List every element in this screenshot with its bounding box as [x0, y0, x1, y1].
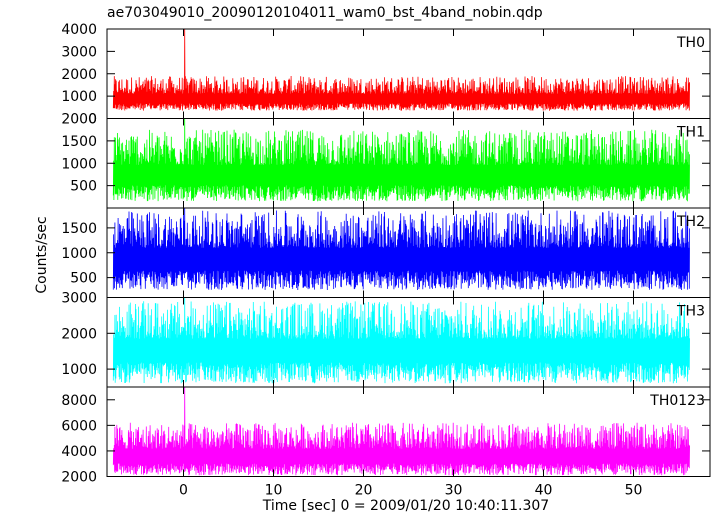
x-tick-label: 50 — [625, 483, 643, 499]
x-tick-label: 30 — [445, 483, 463, 499]
panel-label-th1: TH1 — [676, 125, 705, 141]
y-tick-label: 2000 — [61, 112, 97, 128]
x-tick-label: 20 — [355, 483, 373, 499]
y-axis-label: Counts/sec — [34, 216, 50, 293]
panel-label-th0: TH0 — [676, 35, 705, 51]
y-tick-label: 2000 — [61, 470, 97, 486]
series-line-th0123 — [112, 386, 690, 476]
x-tick-label: 40 — [535, 483, 553, 499]
series-line-th0 — [112, 28, 690, 111]
panel-label-th2: TH2 — [676, 214, 705, 230]
y-tick-label: 8000 — [61, 393, 97, 409]
y-tick-label: 1000 — [61, 246, 97, 262]
panels-group: 01000200030004000TH0500100015002000TH150… — [61, 22, 711, 499]
series-line-th3 — [112, 297, 690, 384]
series-line-th1 — [112, 118, 690, 202]
x-tick-label: 10 — [265, 483, 283, 499]
x-axis-label: Time [sec] 0 = 2009/01/20 10:40:11.307 — [262, 498, 549, 514]
y-tick-label: 500 — [70, 271, 97, 287]
panel-frame-th0123 — [106, 386, 711, 477]
panel-label-th0123: TH0123 — [649, 393, 705, 409]
y-tick-label: 4000 — [61, 444, 97, 460]
panel-label-th3: TH3 — [676, 304, 705, 320]
x-tick-label: 0 — [179, 483, 188, 499]
y-tick-label: 2000 — [61, 67, 97, 83]
y-tick-label: 1000 — [61, 156, 97, 172]
chart-title: ae703049010_20090120104011_wam0_bst_4ban… — [107, 5, 543, 21]
y-tick-label: 3000 — [61, 44, 97, 60]
y-tick-label: 6000 — [61, 418, 97, 434]
y-tick-label: 4000 — [61, 22, 97, 38]
y-tick-label: 500 — [70, 179, 97, 195]
y-tick-label: 3000 — [61, 291, 97, 307]
y-tick-label: 0 — [88, 112, 97, 128]
y-tick-label: 1000 — [61, 362, 97, 378]
y-tick-label: 1500 — [61, 134, 97, 150]
series-line-th2 — [112, 207, 690, 291]
y-tick-label: 1000 — [61, 89, 97, 105]
y-tick-label: 1500 — [61, 221, 97, 237]
y-tick-label: 2000 — [61, 326, 97, 342]
